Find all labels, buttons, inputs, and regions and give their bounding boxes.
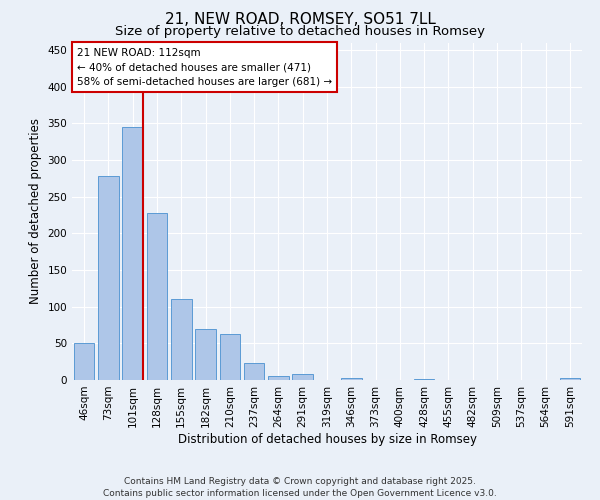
Bar [122,127,143,380]
Bar [341,378,362,380]
Bar [268,376,289,380]
Bar [244,363,265,380]
Bar [74,342,94,380]
Bar [560,378,580,380]
Bar [171,300,191,380]
Bar [292,374,313,380]
Bar [220,334,240,380]
Text: Contains HM Land Registry data © Crown copyright and database right 2025.
Contai: Contains HM Land Registry data © Crown c… [103,476,497,498]
Bar [195,328,216,380]
Y-axis label: Number of detached properties: Number of detached properties [29,118,42,304]
Text: 21 NEW ROAD: 112sqm
← 40% of detached houses are smaller (471)
58% of semi-detac: 21 NEW ROAD: 112sqm ← 40% of detached ho… [77,48,332,87]
Bar [98,176,119,380]
X-axis label: Distribution of detached houses by size in Romsey: Distribution of detached houses by size … [178,432,476,446]
Bar [146,212,167,380]
Text: 21, NEW ROAD, ROMSEY, SO51 7LL: 21, NEW ROAD, ROMSEY, SO51 7LL [164,12,436,28]
Text: Size of property relative to detached houses in Romsey: Size of property relative to detached ho… [115,25,485,38]
Bar [414,378,434,380]
